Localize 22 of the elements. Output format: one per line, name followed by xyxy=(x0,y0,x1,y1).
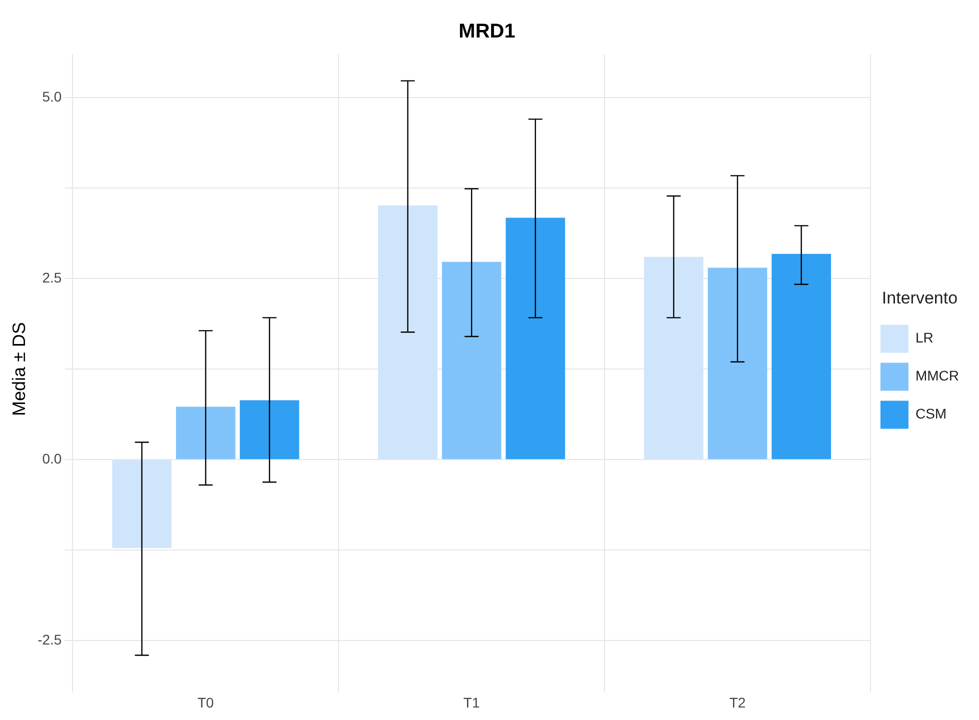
bar xyxy=(378,205,438,460)
chart-title: MRD1 xyxy=(458,20,516,43)
legend-label: LR xyxy=(915,330,934,346)
bar xyxy=(644,256,704,460)
y-axis-title: Media ± DS xyxy=(8,322,29,416)
y-tick-label: 0.0 xyxy=(42,450,62,467)
x-tick-label: T1 xyxy=(463,694,480,710)
bar xyxy=(176,406,236,460)
x-tick-label: T0 xyxy=(198,694,214,710)
legend-label: MMCR xyxy=(915,368,959,384)
y-tick-label: 2.5 xyxy=(42,269,62,286)
y-tick-label: -2.5 xyxy=(38,632,62,648)
bar xyxy=(506,218,566,460)
bar xyxy=(708,268,768,460)
bar xyxy=(442,262,502,460)
bar xyxy=(240,400,300,460)
y-tick-label: 5.0 xyxy=(42,88,62,104)
bar xyxy=(112,460,172,548)
bar xyxy=(772,254,831,460)
x-tick-label: T2 xyxy=(729,694,746,710)
legend-title: Intervento xyxy=(882,288,958,308)
legend-label: CSM xyxy=(915,406,947,422)
